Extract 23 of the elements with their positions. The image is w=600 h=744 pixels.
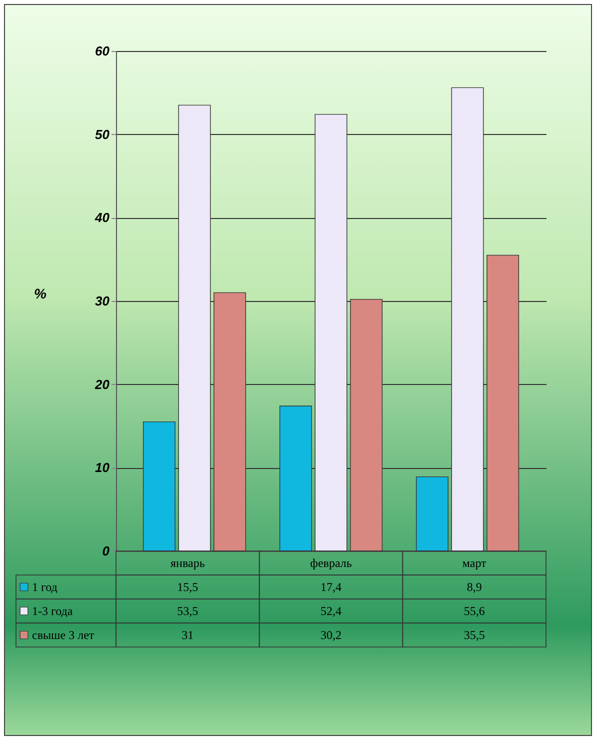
y-tick-label: 20: [94, 376, 110, 392]
data-label: 55,6: [464, 604, 485, 618]
y-tick-label: 10: [95, 460, 110, 476]
data-label: 53,5: [177, 604, 198, 618]
data-label: 8,9: [466, 580, 482, 594]
y-tick-label: 0: [102, 544, 110, 558]
data-label: 17,4: [320, 580, 342, 594]
y-tick-label: 50: [95, 126, 110, 142]
legend-label: свыше 3 лет: [32, 628, 95, 642]
data-label: 30,2: [320, 628, 342, 642]
data-label: 15,5: [177, 580, 198, 594]
x-tick-label: март: [462, 556, 488, 570]
y-tick-label: 60: [95, 44, 110, 58]
data-label: 35,5: [464, 628, 485, 642]
y-tick-label: 40: [94, 210, 110, 226]
x-tick-label: февраль: [310, 556, 352, 570]
legend-label: 1 год: [32, 580, 58, 594]
legend-label: 1-3 года: [32, 604, 74, 618]
y-tick-label: 30: [95, 294, 110, 308]
x-tick-label: январь: [170, 556, 206, 570]
data-label: 52,4: [320, 604, 342, 618]
data-label: 31: [182, 628, 194, 642]
y-axis-title: %: [34, 286, 48, 302]
